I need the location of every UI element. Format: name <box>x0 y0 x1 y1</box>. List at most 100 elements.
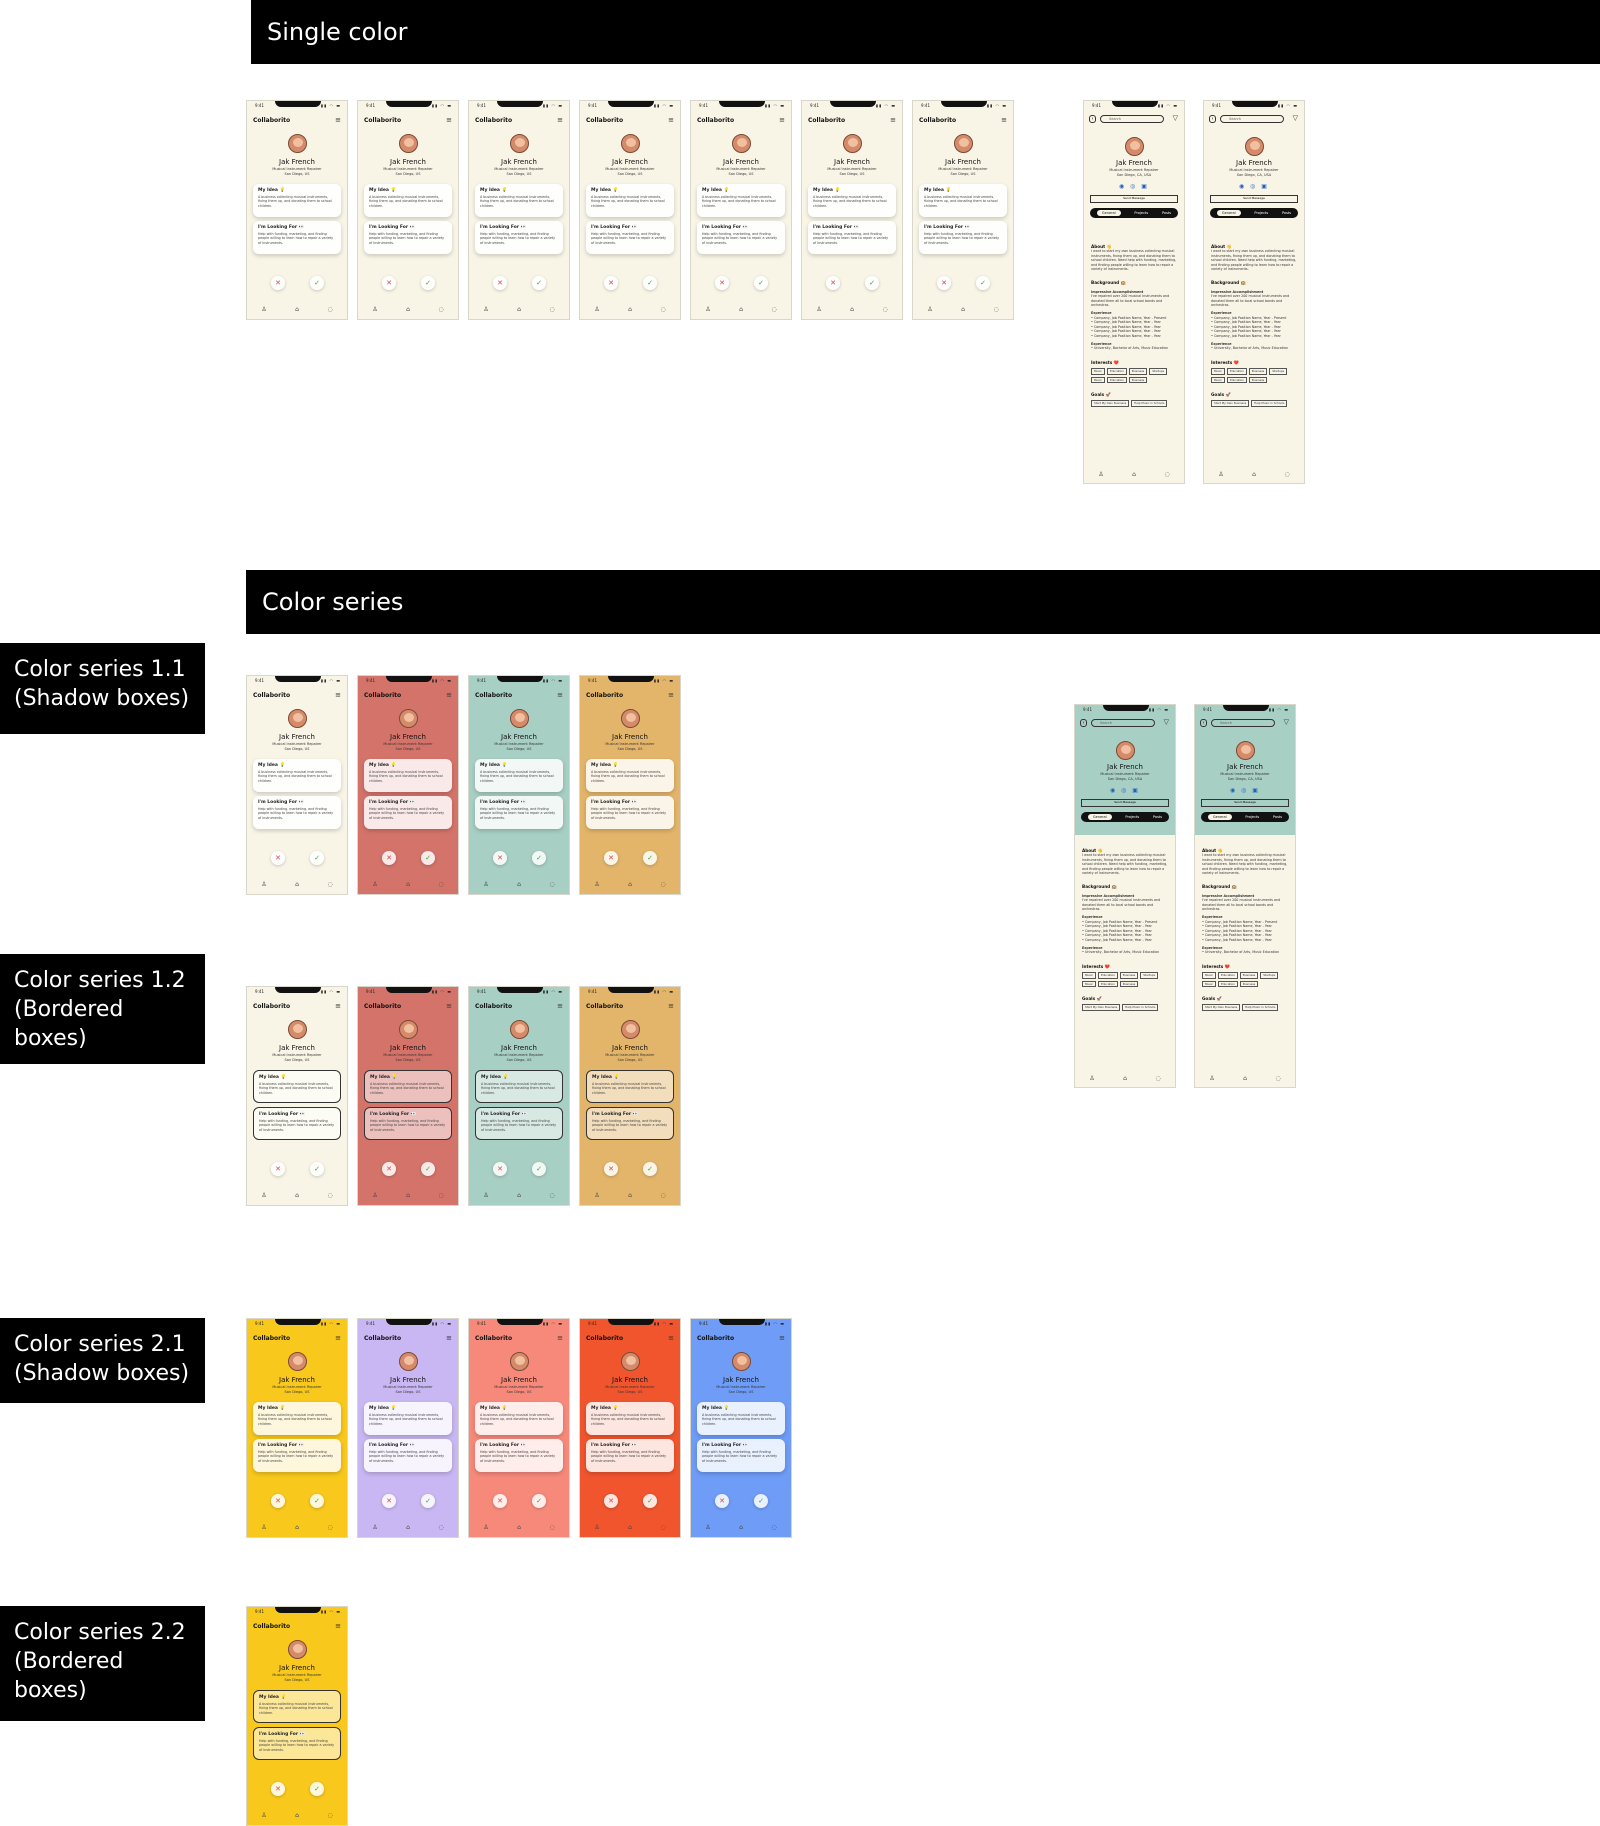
social-icons[interactable]: ◉ ◎ ▣ <box>1110 787 1140 794</box>
accept-button[interactable]: ✓ <box>421 276 435 290</box>
profile-nav-icon[interactable]: ♙ <box>483 1524 489 1531</box>
accept-button[interactable]: ✓ <box>532 1162 546 1176</box>
tab-general[interactable]: General <box>1096 210 1121 216</box>
reject-button[interactable]: ✕ <box>382 851 396 865</box>
search-input[interactable]: Search <box>1091 719 1155 727</box>
profile-nav-icon[interactable]: ♙ <box>594 306 600 313</box>
accept-button[interactable]: ✓ <box>976 276 990 290</box>
tab-general[interactable]: General <box>1087 814 1112 820</box>
accept-button[interactable]: ✓ <box>643 276 657 290</box>
home-nav-icon[interactable]: ⌂ <box>517 1524 521 1531</box>
chat-nav-icon[interactable]: ◌ <box>549 1192 555 1199</box>
send-message-button[interactable]: Send Message <box>1201 799 1289 807</box>
chat-nav-icon[interactable]: ◌ <box>549 306 555 313</box>
accept-button[interactable]: ✓ <box>754 276 768 290</box>
profile-nav-icon[interactable]: ♙ <box>1218 471 1224 478</box>
home-nav-icon[interactable]: ⌂ <box>1132 471 1136 478</box>
home-nav-icon[interactable]: ⌂ <box>517 1192 521 1199</box>
tab-posts[interactable]: Posts <box>1272 815 1283 819</box>
back-button[interactable]: ‹ <box>1209 115 1216 123</box>
filter-icon[interactable]: ≡ <box>446 116 452 124</box>
reject-button[interactable]: ✕ <box>493 1162 507 1176</box>
home-nav-icon[interactable]: ⌂ <box>628 881 632 888</box>
profile-nav-icon[interactable]: ♙ <box>261 881 267 888</box>
social-icons[interactable]: ◉ ◎ ▣ <box>1230 787 1260 794</box>
tab-posts[interactable]: Posts <box>1161 211 1172 215</box>
reject-button[interactable]: ✕ <box>604 1494 618 1508</box>
profile-nav-icon[interactable]: ♙ <box>594 881 600 888</box>
reject-button[interactable]: ✕ <box>604 1162 618 1176</box>
chat-nav-icon[interactable]: ◌ <box>549 881 555 888</box>
reject-button[interactable]: ✕ <box>271 1494 285 1508</box>
filter-icon[interactable]: ▽ <box>1283 718 1289 726</box>
reject-button[interactable]: ✕ <box>715 276 729 290</box>
accept-button[interactable]: ✓ <box>754 1494 768 1508</box>
profile-nav-icon[interactable]: ♙ <box>372 306 378 313</box>
home-nav-icon[interactable]: ⌂ <box>628 1192 632 1199</box>
tab-posts[interactable]: Posts <box>1281 211 1292 215</box>
filter-icon[interactable]: ≡ <box>779 1334 785 1342</box>
back-button[interactable]: ‹ <box>1200 719 1207 727</box>
chat-nav-icon[interactable]: ◌ <box>438 306 444 313</box>
reject-button[interactable]: ✕ <box>604 276 618 290</box>
reject-button[interactable]: ✕ <box>937 276 951 290</box>
accept-button[interactable]: ✓ <box>421 1162 435 1176</box>
filter-icon[interactable]: ≡ <box>335 1622 341 1630</box>
chat-nav-icon[interactable]: ◌ <box>660 1192 666 1199</box>
accept-button[interactable]: ✓ <box>532 276 546 290</box>
filter-icon[interactable]: ≡ <box>779 116 785 124</box>
accept-button[interactable]: ✓ <box>643 851 657 865</box>
tab-general[interactable]: General <box>1207 814 1232 820</box>
reject-button[interactable]: ✕ <box>382 1162 396 1176</box>
accept-button[interactable]: ✓ <box>421 1494 435 1508</box>
profile-nav-icon[interactable]: ♙ <box>1089 1075 1095 1082</box>
home-nav-icon[interactable]: ⌂ <box>739 306 743 313</box>
accept-button[interactable]: ✓ <box>310 851 324 865</box>
chat-nav-icon[interactable]: ◌ <box>549 1524 555 1531</box>
send-message-button[interactable]: Send Message <box>1210 195 1298 203</box>
reject-button[interactable]: ✕ <box>271 851 285 865</box>
filter-icon[interactable]: ≡ <box>668 1334 674 1342</box>
reject-button[interactable]: ✕ <box>382 1494 396 1508</box>
chat-nav-icon[interactable]: ◌ <box>327 1812 333 1819</box>
filter-icon[interactable]: ≡ <box>446 1002 452 1010</box>
profile-nav-icon[interactable]: ♙ <box>261 1524 267 1531</box>
profile-nav-icon[interactable]: ♙ <box>816 306 822 313</box>
profile-nav-icon[interactable]: ♙ <box>1098 471 1104 478</box>
tab-projects[interactable]: Projects <box>1245 815 1260 819</box>
accept-button[interactable]: ✓ <box>643 1494 657 1508</box>
profile-nav-icon[interactable]: ♙ <box>261 1192 267 1199</box>
home-nav-icon[interactable]: ⌂ <box>406 1524 410 1531</box>
chat-nav-icon[interactable]: ◌ <box>438 1192 444 1199</box>
reject-button[interactable]: ✕ <box>382 276 396 290</box>
home-nav-icon[interactable]: ⌂ <box>739 1524 743 1531</box>
home-nav-icon[interactable]: ⌂ <box>628 1524 632 1531</box>
profile-nav-icon[interactable]: ♙ <box>372 1524 378 1531</box>
profile-nav-icon[interactable]: ♙ <box>483 306 489 313</box>
filter-icon[interactable]: ≡ <box>668 116 674 124</box>
profile-nav-icon[interactable]: ♙ <box>483 1192 489 1199</box>
filter-icon[interactable]: ≡ <box>335 1002 341 1010</box>
accept-button[interactable]: ✓ <box>310 1162 324 1176</box>
search-input[interactable]: Search <box>1211 719 1275 727</box>
back-button[interactable]: ‹ <box>1089 115 1096 123</box>
filter-icon[interactable]: ≡ <box>335 691 341 699</box>
chat-nav-icon[interactable]: ◌ <box>327 1192 333 1199</box>
chat-nav-icon[interactable]: ◌ <box>660 881 666 888</box>
home-nav-icon[interactable]: ⌂ <box>517 306 521 313</box>
chat-nav-icon[interactable]: ◌ <box>771 306 777 313</box>
home-nav-icon[interactable]: ⌂ <box>628 306 632 313</box>
filter-icon[interactable]: ≡ <box>446 1334 452 1342</box>
accept-button[interactable]: ✓ <box>532 851 546 865</box>
home-nav-icon[interactable]: ⌂ <box>1243 1075 1247 1082</box>
reject-button[interactable]: ✕ <box>493 276 507 290</box>
send-message-button[interactable]: Send Message <box>1081 799 1169 807</box>
filter-icon[interactable]: ▽ <box>1292 114 1298 122</box>
chat-nav-icon[interactable]: ◌ <box>993 306 999 313</box>
profile-nav-icon[interactable]: ♙ <box>927 306 933 313</box>
profile-nav-icon[interactable]: ♙ <box>372 881 378 888</box>
filter-icon[interactable]: ≡ <box>446 691 452 699</box>
search-input[interactable]: Search <box>1100 115 1164 123</box>
accept-button[interactable]: ✓ <box>421 851 435 865</box>
chat-nav-icon[interactable]: ◌ <box>1284 471 1290 478</box>
